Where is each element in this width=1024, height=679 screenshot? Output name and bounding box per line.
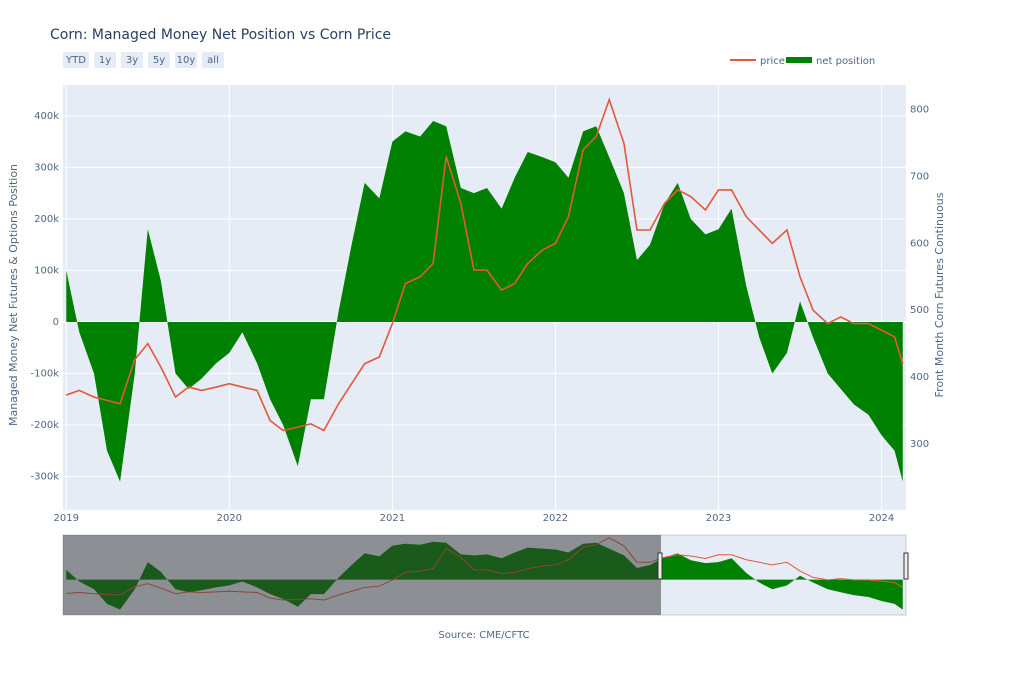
y-axis-title: Managed Money Net Futures & Options Posi…: [7, 164, 20, 426]
range-button-label[interactable]: all: [207, 55, 219, 66]
range-button[interactable]: 1y: [94, 52, 116, 68]
range-button-bg: [175, 52, 197, 68]
range-button-bg: [202, 52, 224, 68]
range-button-label[interactable]: 1y: [99, 55, 111, 66]
source: Source: CME/CFTC: [438, 630, 529, 641]
y-tick-label: 400k: [34, 111, 59, 122]
x-tick-label: 2022: [543, 513, 568, 524]
y2-tick-label: 400: [910, 372, 929, 383]
range-button[interactable]: 5y: [148, 52, 170, 68]
y2-tick-label: 800: [910, 105, 929, 116]
y2-tick-label: 300: [910, 439, 929, 450]
range-button-bg: [148, 52, 170, 68]
y-tick-label: -300k: [31, 472, 60, 483]
x-tick-label: 2024: [869, 513, 894, 524]
y2-tick-label: 500: [910, 305, 929, 316]
range-button-label[interactable]: 10y: [177, 55, 196, 66]
chart-title: Corn: Managed Money Net Position vs Corn…: [50, 27, 391, 43]
range-button[interactable]: 10y: [175, 52, 197, 68]
y2-axis-title: Front Month Corn Futures Continuous: [933, 192, 946, 397]
y-tick-label: 100k: [34, 265, 59, 276]
range-button-label[interactable]: YTD: [65, 55, 86, 66]
y-tick-label: 0: [53, 317, 59, 328]
legend-label: net position: [816, 56, 875, 67]
x-tick-label: 2021: [380, 513, 405, 524]
y-tick-label: -200k: [31, 420, 60, 431]
legend-swatch: [786, 57, 812, 63]
range-slider-handle: [903, 552, 909, 580]
y-tick-label: -100k: [31, 368, 60, 379]
area: [66, 121, 903, 482]
range-button[interactable]: all: [202, 52, 224, 68]
y-tick-label: 300k: [34, 162, 59, 173]
range-button-bg: [121, 52, 143, 68]
x-tick-label: 2020: [217, 513, 242, 524]
range-button-label[interactable]: 5y: [153, 55, 165, 66]
legend-label: price: [760, 56, 785, 67]
range-button-bg: [63, 52, 89, 68]
range-slider-mask: [63, 535, 661, 615]
line: [65, 97, 904, 432]
range-slider-handle: [657, 552, 663, 580]
x-tick-label: 2023: [706, 513, 731, 524]
y2-tick-label: 700: [910, 172, 929, 183]
range-button-bg: [94, 52, 116, 68]
y2-tick-label: 600: [910, 238, 929, 249]
range-button-label[interactable]: 3y: [126, 55, 138, 66]
x-tick-label: 2019: [54, 513, 79, 524]
range-button[interactable]: 3y: [121, 52, 143, 68]
range-button[interactable]: YTD: [63, 52, 89, 68]
y-tick-label: 200k: [34, 214, 59, 225]
